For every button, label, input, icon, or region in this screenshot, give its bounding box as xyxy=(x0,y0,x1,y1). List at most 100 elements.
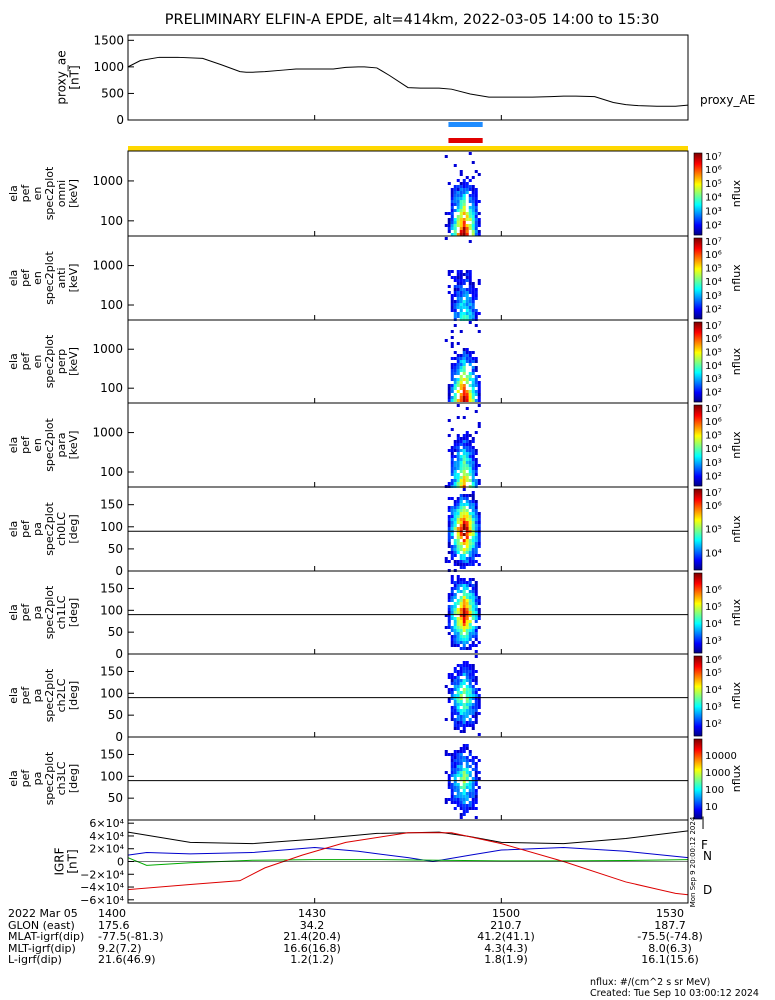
spectrogram-cell xyxy=(462,614,466,617)
spectrogram-cell xyxy=(459,774,463,777)
spectrogram-cell xyxy=(468,753,472,756)
spectrogram-cell xyxy=(468,515,472,518)
spectrogram-cell xyxy=(468,599,472,602)
spectrogram-cell xyxy=(468,458,472,461)
spectrogram-cell xyxy=(456,584,460,587)
spectrogram-cell xyxy=(459,297,463,300)
spectrogram-cell xyxy=(462,464,466,467)
spectrogram-cell xyxy=(459,363,463,366)
colorbar-tick-label: 10² xyxy=(705,388,722,399)
colorbar-band xyxy=(694,375,702,377)
spectrogram-cell xyxy=(459,291,463,294)
spectrogram-cell xyxy=(465,270,469,273)
spectrogram-cell xyxy=(471,521,475,524)
spectrogram-cell xyxy=(456,443,460,446)
spectrogram-cell xyxy=(468,786,472,789)
colorbar-band xyxy=(694,394,702,396)
colorbar-band xyxy=(694,734,702,736)
spectrogram-cell xyxy=(468,670,472,673)
spectrogram-cell xyxy=(453,798,457,801)
colorbar-band xyxy=(694,663,702,665)
spectrogram-cell xyxy=(468,691,472,694)
spectrogram-cell xyxy=(468,765,472,768)
spectrogram-cell xyxy=(468,759,472,762)
colorbar-band xyxy=(694,414,702,416)
spectrogram-cell xyxy=(474,512,478,515)
spectrogram-cell xyxy=(462,747,466,750)
spectrogram-cell xyxy=(453,641,457,644)
spectrogram-cell xyxy=(471,515,475,518)
colorbar-band xyxy=(694,206,702,208)
spectrogram-cell xyxy=(459,664,463,667)
side-stamp-text: Mon Sep 9 20:00:12 2024 xyxy=(689,816,697,907)
spectrogram-cell xyxy=(465,581,469,584)
colorbar-band xyxy=(694,400,702,402)
spectrogram-cell xyxy=(471,664,475,667)
spectrogram-cell xyxy=(453,617,457,620)
spectrogram-cell xyxy=(456,774,460,777)
spectrogram-cell xyxy=(456,694,460,697)
spectrogram-cell xyxy=(453,670,457,673)
spectrogram-cell xyxy=(450,551,454,554)
spectrogram-cell xyxy=(459,303,463,306)
spectrogram-cell xyxy=(462,366,466,369)
spectrogram-ylabel-line: spec2plot xyxy=(43,502,56,556)
colorbar-band xyxy=(694,317,702,319)
spectrogram-cell xyxy=(465,765,469,768)
colorbar-band xyxy=(694,681,702,683)
colorbar-band xyxy=(694,256,702,258)
spectrogram-ylabel-line: pef xyxy=(19,769,32,788)
colorbar-band xyxy=(694,507,702,509)
colorbar-band xyxy=(694,360,702,362)
colorbar-band xyxy=(694,348,702,350)
spectrogram-cell xyxy=(450,709,454,712)
spectrogram-cell xyxy=(465,464,469,467)
spectrogram-cell xyxy=(456,712,460,715)
spectrogram-cell xyxy=(447,614,451,617)
colorbar-band xyxy=(694,304,702,306)
colorbar-band xyxy=(694,340,702,342)
spectrogram-cell xyxy=(459,563,463,566)
colorbar-band xyxy=(694,224,702,226)
spectrogram-cell xyxy=(456,703,460,706)
colorbar-band xyxy=(694,181,702,183)
footer-row-value: 1500 xyxy=(492,907,520,920)
spectrogram-cell xyxy=(474,593,478,596)
colorbar-band xyxy=(694,369,702,371)
spectrogram-cell xyxy=(471,218,475,221)
igrf-component-label: N xyxy=(703,849,712,863)
spectrogram-cell xyxy=(456,563,460,566)
colorbar-band xyxy=(694,597,702,599)
spectrogram-cell xyxy=(447,273,451,276)
colorbar-band xyxy=(694,255,702,257)
spectrogram-cell xyxy=(465,527,469,530)
colorbar-label: nflux xyxy=(730,598,743,626)
spectrogram-cell xyxy=(447,673,451,676)
colorbar-band xyxy=(694,708,702,710)
colorbar-band xyxy=(694,757,702,759)
colorbar-band xyxy=(694,569,702,571)
spectrogram-ylabel-line: pef xyxy=(19,435,32,454)
spectrogram-cell xyxy=(450,644,454,647)
colorbar-label-text: nflux xyxy=(730,515,743,543)
spectrogram-cell xyxy=(468,584,472,587)
spectrogram-cell xyxy=(450,697,454,700)
spectrogram-cell xyxy=(444,224,448,227)
colorbar-band xyxy=(694,556,702,558)
colorbar-band xyxy=(694,393,702,395)
spectrogram-cell xyxy=(477,542,481,545)
spectrogram-cell xyxy=(453,753,457,756)
colorbar-band xyxy=(694,642,702,644)
colorbar-band xyxy=(694,295,702,297)
spectrogram-cell xyxy=(459,170,463,173)
spectrogram-cell xyxy=(459,691,463,694)
spectrogram-cell xyxy=(465,185,469,188)
footer-row-value: 210.7 xyxy=(490,918,522,932)
spectrogram-cell xyxy=(465,545,469,548)
spectrogram-cell xyxy=(468,443,472,446)
spectrogram-cell xyxy=(471,641,475,644)
spectrogram-cell xyxy=(462,230,466,233)
colorbar-band xyxy=(694,416,702,418)
spectrogram-cell xyxy=(474,620,478,623)
spectrogram-cell xyxy=(474,655,478,658)
